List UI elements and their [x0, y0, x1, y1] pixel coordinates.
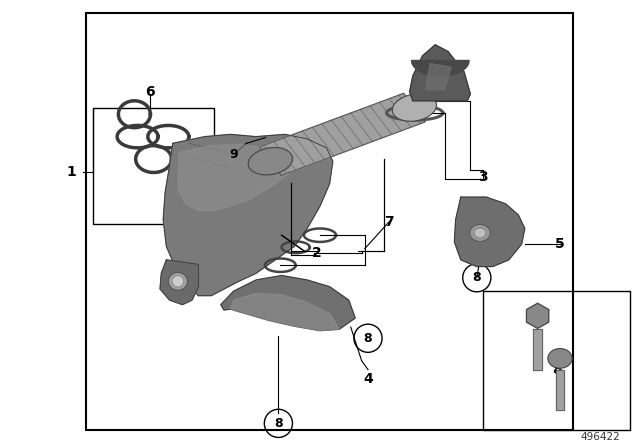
Text: 8: 8: [472, 271, 481, 284]
Text: 4: 4: [363, 371, 373, 386]
Ellipse shape: [392, 94, 436, 121]
Ellipse shape: [172, 276, 184, 287]
Ellipse shape: [248, 147, 292, 175]
Text: 3: 3: [478, 170, 488, 184]
Polygon shape: [410, 45, 470, 101]
Polygon shape: [260, 93, 425, 176]
Ellipse shape: [470, 224, 490, 241]
Text: 496422: 496422: [580, 432, 620, 442]
Text: 8: 8: [364, 332, 372, 345]
Polygon shape: [178, 144, 294, 211]
Polygon shape: [412, 60, 469, 76]
Polygon shape: [527, 303, 548, 328]
Polygon shape: [230, 293, 339, 331]
Text: 8: 8: [274, 417, 283, 430]
Text: 1: 1: [67, 165, 77, 180]
Polygon shape: [160, 260, 198, 305]
Text: 8: 8: [552, 362, 562, 377]
Polygon shape: [533, 329, 542, 370]
Polygon shape: [221, 276, 355, 331]
Polygon shape: [163, 134, 333, 296]
Polygon shape: [454, 197, 525, 267]
Ellipse shape: [474, 228, 486, 238]
Text: 9: 9: [532, 304, 543, 319]
Ellipse shape: [548, 349, 572, 368]
Text: 7: 7: [384, 215, 394, 229]
Text: 9: 9: [229, 148, 238, 161]
Polygon shape: [556, 370, 564, 410]
Text: 6: 6: [145, 85, 156, 99]
Polygon shape: [426, 64, 451, 90]
Text: 5: 5: [555, 237, 565, 251]
Text: 2: 2: [312, 246, 322, 260]
Ellipse shape: [168, 272, 188, 290]
